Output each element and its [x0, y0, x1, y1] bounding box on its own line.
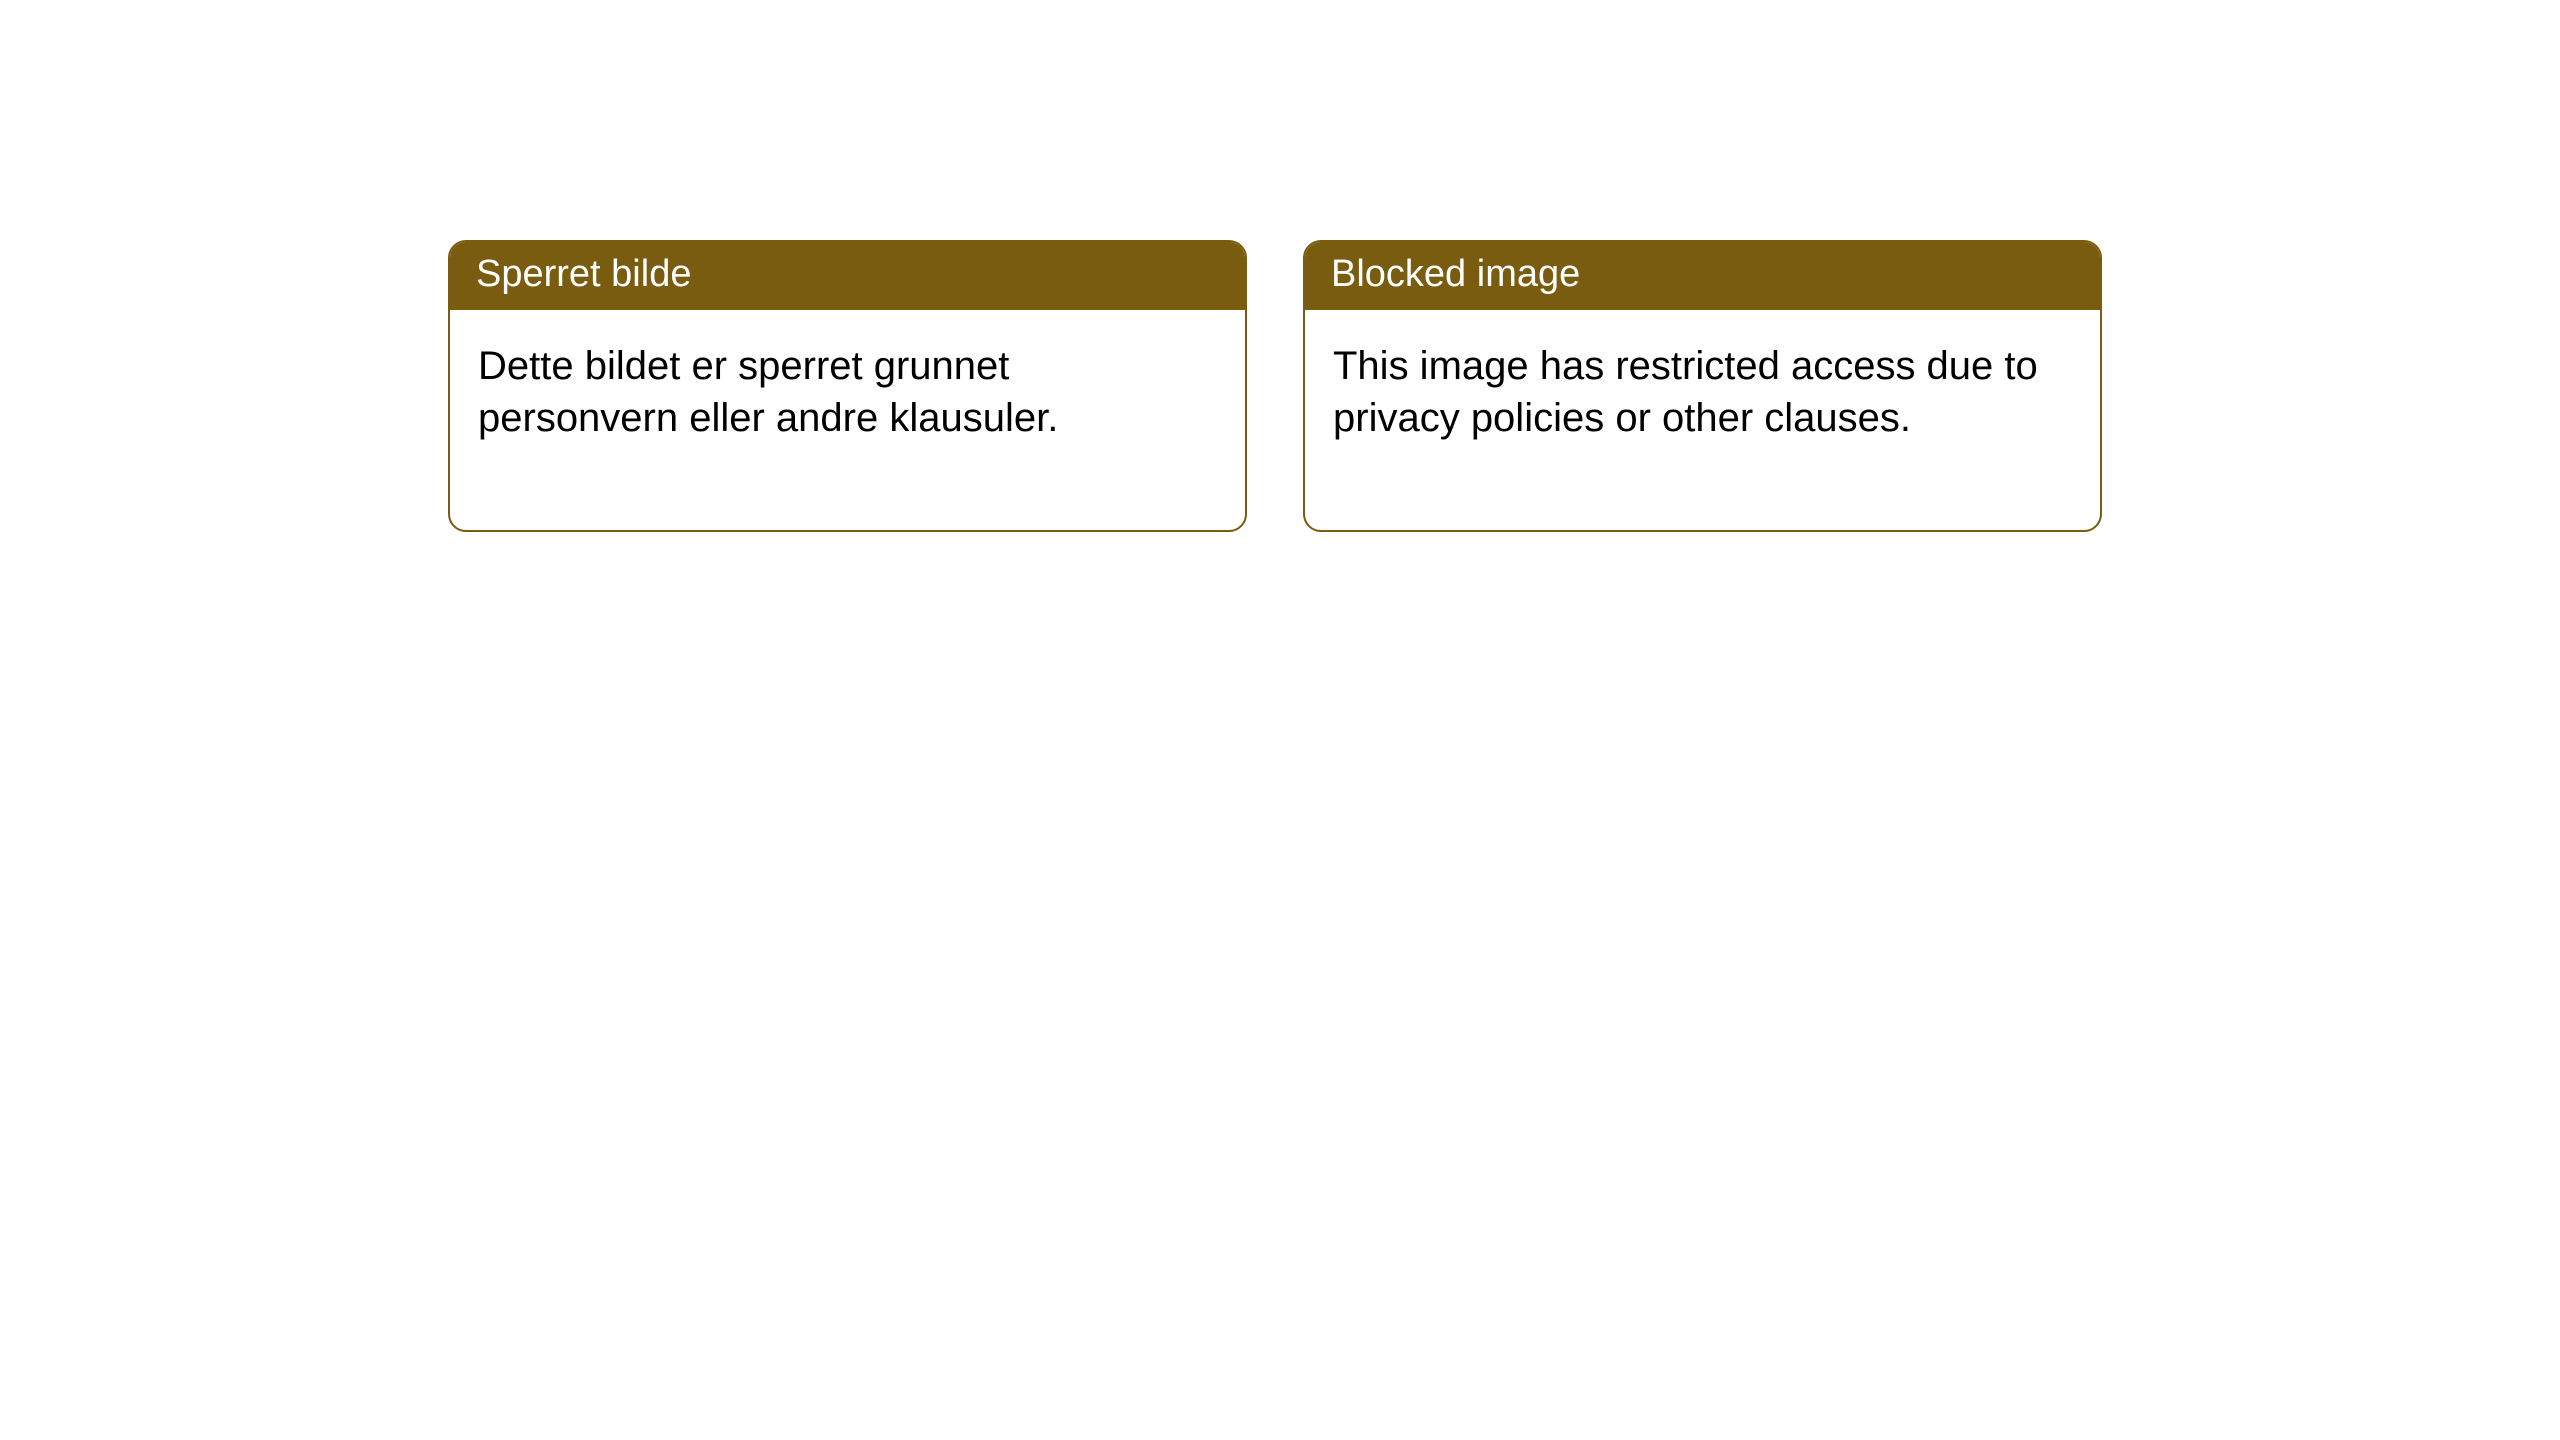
notice-card-body: Dette bildet er sperret grunnet personve…	[450, 310, 1245, 530]
notice-card-norwegian: Sperret bilde Dette bildet er sperret gr…	[448, 240, 1247, 532]
notice-card-english: Blocked image This image has restricted …	[1303, 240, 2102, 532]
notice-card-body: This image has restricted access due to …	[1305, 310, 2100, 530]
notice-card-title: Blocked image	[1305, 242, 2100, 310]
notice-card-title: Sperret bilde	[450, 242, 1245, 310]
notice-cards-container: Sperret bilde Dette bildet er sperret gr…	[448, 240, 2102, 532]
